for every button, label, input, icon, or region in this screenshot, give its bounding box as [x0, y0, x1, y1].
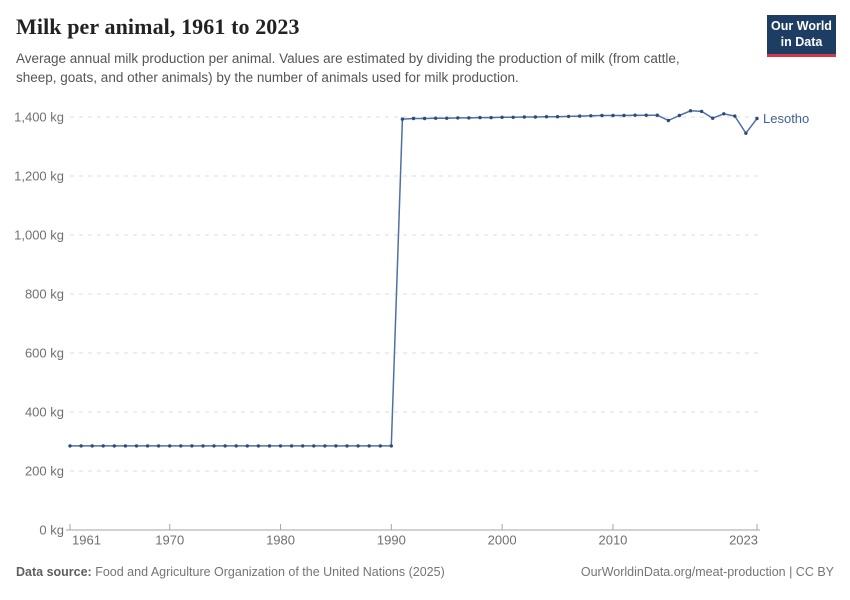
data-point [666, 118, 671, 123]
y-tick-label: 400 kg [25, 405, 64, 420]
data-point [223, 444, 227, 448]
data-point [245, 444, 249, 448]
data-point [312, 444, 316, 448]
data-point [744, 131, 748, 135]
data-point [611, 113, 615, 118]
y-tick-label: 0 kg [39, 523, 64, 538]
data-point [301, 444, 305, 448]
data-point [411, 116, 416, 121]
x-tick-label: 2023 [729, 533, 758, 548]
y-tick-label: 1,200 kg [14, 169, 64, 184]
y-tick-label: 1,400 kg [14, 110, 64, 125]
data-point [334, 444, 338, 448]
x-tick-label: 1990 [377, 533, 406, 548]
data-point [456, 116, 460, 120]
data-point [256, 444, 261, 448]
data-point [566, 114, 571, 119]
data-point [755, 116, 759, 121]
data-point [445, 116, 449, 120]
data-point [367, 444, 371, 448]
y-tick-label: 200 kg [25, 464, 64, 479]
data-point [190, 444, 194, 448]
data-point [533, 115, 538, 119]
data-point [145, 444, 150, 448]
data-point [688, 109, 693, 113]
x-tick-label: 2010 [598, 533, 627, 548]
data-point [168, 444, 172, 448]
y-tick-label: 1,000 kg [14, 228, 64, 243]
data-point [323, 444, 327, 448]
entity-label-lesotho: Lesotho [763, 111, 809, 126]
data-point [489, 115, 493, 120]
data-point [134, 444, 139, 448]
data-point [589, 114, 593, 118]
data-point [90, 444, 94, 448]
data-point [356, 444, 360, 448]
data-point [400, 117, 405, 121]
data-point [711, 116, 715, 120]
data-point [201, 444, 205, 448]
y-tick-label: 600 kg [25, 346, 64, 361]
data-point [699, 109, 704, 114]
data-point [68, 444, 72, 448]
data-point [677, 113, 682, 118]
data-point [278, 444, 283, 448]
x-tick-label: 1970 [155, 533, 184, 548]
data-point [722, 112, 726, 116]
x-tick-label: 1980 [266, 533, 295, 548]
data-point [644, 113, 648, 117]
series-line-lesotho [69, 110, 758, 447]
data-point [123, 444, 128, 448]
x-tick-label: 1961 [72, 533, 101, 548]
data-point [511, 115, 515, 120]
data-point [622, 113, 626, 118]
data-point [633, 113, 637, 117]
data-point [555, 115, 560, 119]
data-point [434, 116, 438, 120]
data-point [234, 444, 238, 448]
data-point [733, 114, 737, 118]
data-point [578, 114, 582, 118]
data-point [544, 115, 549, 119]
data-point [600, 113, 604, 118]
data-point [179, 444, 183, 448]
data-point [345, 444, 349, 448]
logo-line-1: Our World [771, 19, 832, 33]
data-source: Data source: Food and Agriculture Organi… [16, 565, 445, 579]
data-point [101, 444, 105, 448]
x-tick-label: 2000 [488, 533, 517, 548]
y-tick-label: 800 kg [25, 287, 64, 302]
data-point [112, 444, 117, 448]
data-source-text: Food and Agriculture Organization of the… [95, 565, 445, 579]
attribution-text: OurWorldinData.org/meat-production | CC … [580, 565, 834, 579]
data-source-label: Data source: [16, 565, 92, 579]
data-point [156, 444, 161, 448]
data-point [500, 115, 504, 120]
data-point [378, 444, 382, 448]
data-point [522, 115, 526, 119]
data-point [267, 444, 272, 448]
logo-line-2: in Data [780, 34, 823, 49]
data-point [79, 444, 83, 448]
data-point [467, 116, 471, 120]
data-point [389, 444, 393, 448]
data-point [422, 116, 427, 121]
chart-footer: Data source: Food and Agriculture Organi… [16, 565, 834, 579]
data-point [212, 444, 216, 448]
data-point [655, 113, 659, 117]
page-title: Milk per animal, 1961 to 2023 [16, 14, 300, 39]
chart-subtitle: Average annual milk production per anima… [16, 51, 680, 85]
owid-logo: Our World in Data [767, 15, 836, 57]
data-point [289, 444, 294, 448]
data-point [478, 115, 482, 120]
